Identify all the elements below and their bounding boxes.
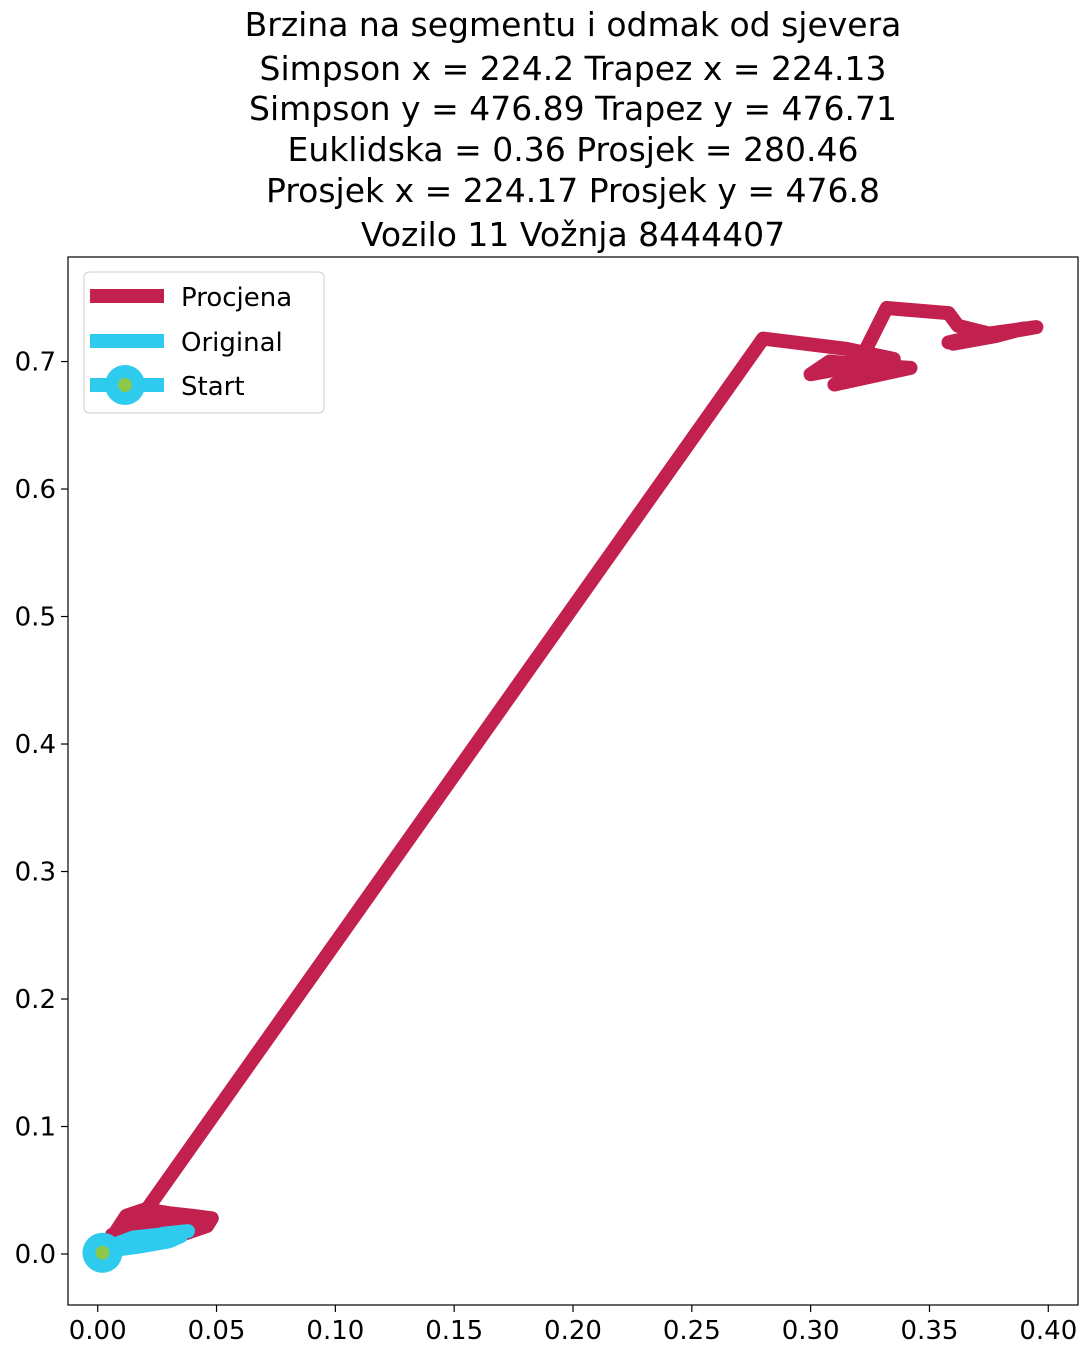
legend-box <box>83 271 325 414</box>
x-tick-label: 0.25 <box>663 1316 721 1346</box>
title-line-6: Vozilo 11 Vožnja 8444407 <box>361 215 785 254</box>
title-line-5: Prosjek x = 224.17 Prosjek y = 476.8 <box>266 171 880 210</box>
x-tick-label: 0.00 <box>69 1316 127 1346</box>
y-tick-label: 0.1 <box>15 1113 56 1143</box>
y-tick-label: 0.4 <box>15 730 56 760</box>
y-tick-label: 0.7 <box>15 348 56 378</box>
x-tick-label: 0.40 <box>1019 1316 1077 1346</box>
legend-label-procjena: Procjena <box>181 283 292 313</box>
plot-area-frame <box>67 256 1079 1306</box>
x-axis: 0.00 0.05 0.10 0.15 0.20 0.25 0.30 0.35 0.40 <box>69 1305 1077 1346</box>
x-tick-label: 0.30 <box>782 1316 840 1346</box>
y-tick-label: 0.2 <box>15 985 56 1015</box>
legend-start-marker-inner <box>118 378 132 392</box>
y-tick-label: 0.3 <box>15 858 56 888</box>
title-line-4: Euklidska = 0.36 Prosjek = 280.46 <box>288 130 859 169</box>
title-line-2: Simpson x = 224.2 Trapez x = 224.13 <box>260 49 887 88</box>
legend-label-start: Start <box>181 372 245 402</box>
series-layer <box>82 301 1044 1273</box>
y-tick-label: 0.5 <box>15 603 56 633</box>
x-tick-label: 0.35 <box>901 1316 959 1346</box>
y-tick-label: 0.6 <box>15 475 56 505</box>
chart-title: Brzina na segmentu i odmak od sjevera Si… <box>245 5 902 254</box>
x-tick-label: 0.05 <box>188 1316 246 1346</box>
legend-label-original: Original <box>181 328 283 358</box>
x-tick-label: 0.20 <box>544 1316 602 1346</box>
x-tick-label: 0.15 <box>425 1316 483 1346</box>
start-marker-inner <box>95 1245 110 1260</box>
title-line-1: Brzina na segmentu i odmak od sjevera <box>245 5 902 44</box>
x-tick-label: 0.10 <box>306 1316 364 1346</box>
series-line-procjena <box>90 301 1044 1261</box>
legend: Procjena Original Start <box>83 271 325 414</box>
series-line-original <box>95 1224 195 1261</box>
y-axis: 0.0 0.1 0.2 0.3 0.4 0.5 0.6 0.7 <box>15 348 68 1270</box>
title-line-3: Simpson y = 476.89 Trapez y = 476.71 <box>249 89 897 128</box>
y-tick-label: 0.0 <box>15 1240 56 1270</box>
